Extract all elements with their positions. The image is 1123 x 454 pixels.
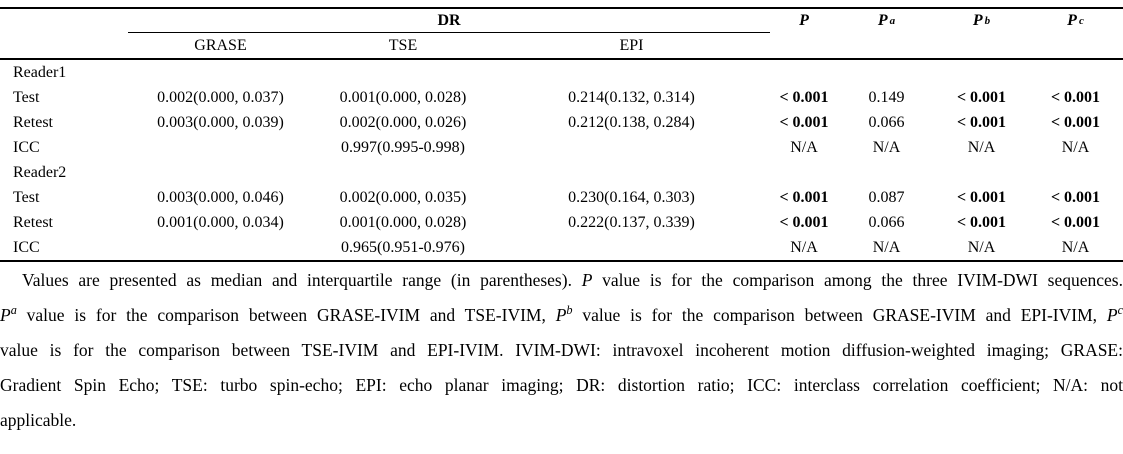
- row-label: ICC: [13, 138, 40, 156]
- table-cell: 0.002(0.000, 0.026): [339, 113, 467, 131]
- table-body: Reader1 Test 0.002(0.000, 0.037) 0.001(0.00…: [0, 60, 1123, 262]
- table-row-retest: Retest 0.001(0.000, 0.034) 0.001(0.000, 0.…: [0, 210, 1123, 235]
- table-cell: N/A: [967, 138, 996, 156]
- table-cell: 0.149: [868, 88, 905, 106]
- table-row-icc: ICC 0.965(0.951-0.976) N/A N/A N/A N/A: [0, 235, 1123, 260]
- table-footnote: Values are presented as median and inter…: [0, 263, 1123, 438]
- table-cell: < 0.001: [1050, 113, 1101, 131]
- table-cell: 0.212(0.138, 0.284): [568, 113, 695, 131]
- table-cell: 0.965(0.951-0.976): [341, 238, 465, 256]
- table-cell: < 0.001: [779, 88, 829, 106]
- footnote-line: applicable.: [0, 410, 77, 430]
- table-cell: 0.001(0.000, 0.028): [339, 213, 467, 231]
- table-cell: N/A: [872, 138, 901, 156]
- table-cell: 0.214(0.132, 0.314): [568, 88, 695, 106]
- table-cell: < 0.001: [779, 113, 829, 131]
- table-cell: 0.001(0.000, 0.028): [339, 88, 467, 106]
- column-header-tse: TSE: [388, 36, 418, 54]
- column-header-grase: GRASE: [194, 36, 247, 54]
- table-cell: < 0.001: [779, 188, 829, 206]
- table-cell: 0.066: [868, 113, 905, 131]
- table-row-retest: Retest 0.003(0.000, 0.039) 0.002(0.000, 0.…: [0, 110, 1123, 135]
- footnote-line: Pa value is for the comparison between G…: [0, 303, 1123, 325]
- table-cell: < 0.001: [956, 188, 1007, 206]
- row-label: ICC: [13, 238, 40, 256]
- table-cell: < 0.001: [1050, 88, 1101, 106]
- table-cell: 0.230(0.164, 0.303): [568, 188, 695, 206]
- header-spacer: [0, 9, 128, 33]
- table-cell: < 0.001: [956, 88, 1007, 106]
- table-cell: N/A: [790, 238, 818, 256]
- table-row-reader2: Reader2: [0, 160, 1123, 185]
- table-cell: 0.997(0.995-0.998): [341, 138, 465, 156]
- column-header-p: P: [799, 12, 809, 29]
- header-row-sequences: GRASE TSE EPI: [0, 33, 1123, 58]
- column-header-epi: EPI: [619, 36, 644, 54]
- footnote-line: Gradient Spin Echo; TSE: turbo spin-echo…: [0, 375, 1123, 395]
- table-cell: < 0.001: [779, 213, 829, 231]
- row-label: Retest: [13, 213, 53, 231]
- table-cell: < 0.001: [956, 113, 1007, 131]
- table-cell: N/A: [872, 238, 901, 256]
- table-cell: 0.002(0.000, 0.035): [339, 188, 467, 206]
- table-cell: N/A: [1061, 238, 1090, 256]
- table-cell: 0.066: [868, 213, 905, 231]
- row-label: Test: [13, 88, 40, 106]
- table-cell: < 0.001: [1050, 188, 1101, 206]
- table-cell: 0.002(0.000, 0.037): [157, 88, 284, 106]
- table-cell: N/A: [967, 238, 996, 256]
- table-cell: < 0.001: [956, 213, 1007, 231]
- table-cell: N/A: [790, 138, 818, 156]
- table-row-icc: ICC 0.997(0.995-0.998) N/A N/A N/A N/A: [0, 135, 1123, 160]
- table-cell: 0.087: [868, 188, 905, 206]
- table-cell: 0.003(0.000, 0.046): [157, 188, 284, 206]
- footnote-line: value is for the comparison between TSE-…: [0, 340, 1123, 360]
- row-label: Retest: [13, 113, 53, 131]
- table-row-reader1: Reader1: [0, 60, 1123, 85]
- table-cell: 0.001(0.000, 0.034): [157, 213, 284, 231]
- table-row-test: Test 0.003(0.000, 0.046) 0.002(0.000, 0.03…: [0, 185, 1123, 210]
- table-cell: 0.222(0.137, 0.339): [568, 213, 695, 231]
- table-row-test: Test 0.002(0.000, 0.037) 0.001(0.000, 0.02…: [0, 85, 1123, 110]
- row-label: Reader1: [13, 63, 67, 81]
- table-cell: N/A: [1061, 138, 1090, 156]
- group-header-dr: DR: [128, 9, 770, 33]
- footnote-line: Values are presented as median and inter…: [22, 270, 1123, 290]
- row-label: Reader2: [13, 163, 67, 181]
- row-label: Test: [13, 188, 40, 206]
- table-cell: 0.003(0.000, 0.039): [157, 113, 284, 131]
- table-cell: < 0.001: [1050, 213, 1101, 231]
